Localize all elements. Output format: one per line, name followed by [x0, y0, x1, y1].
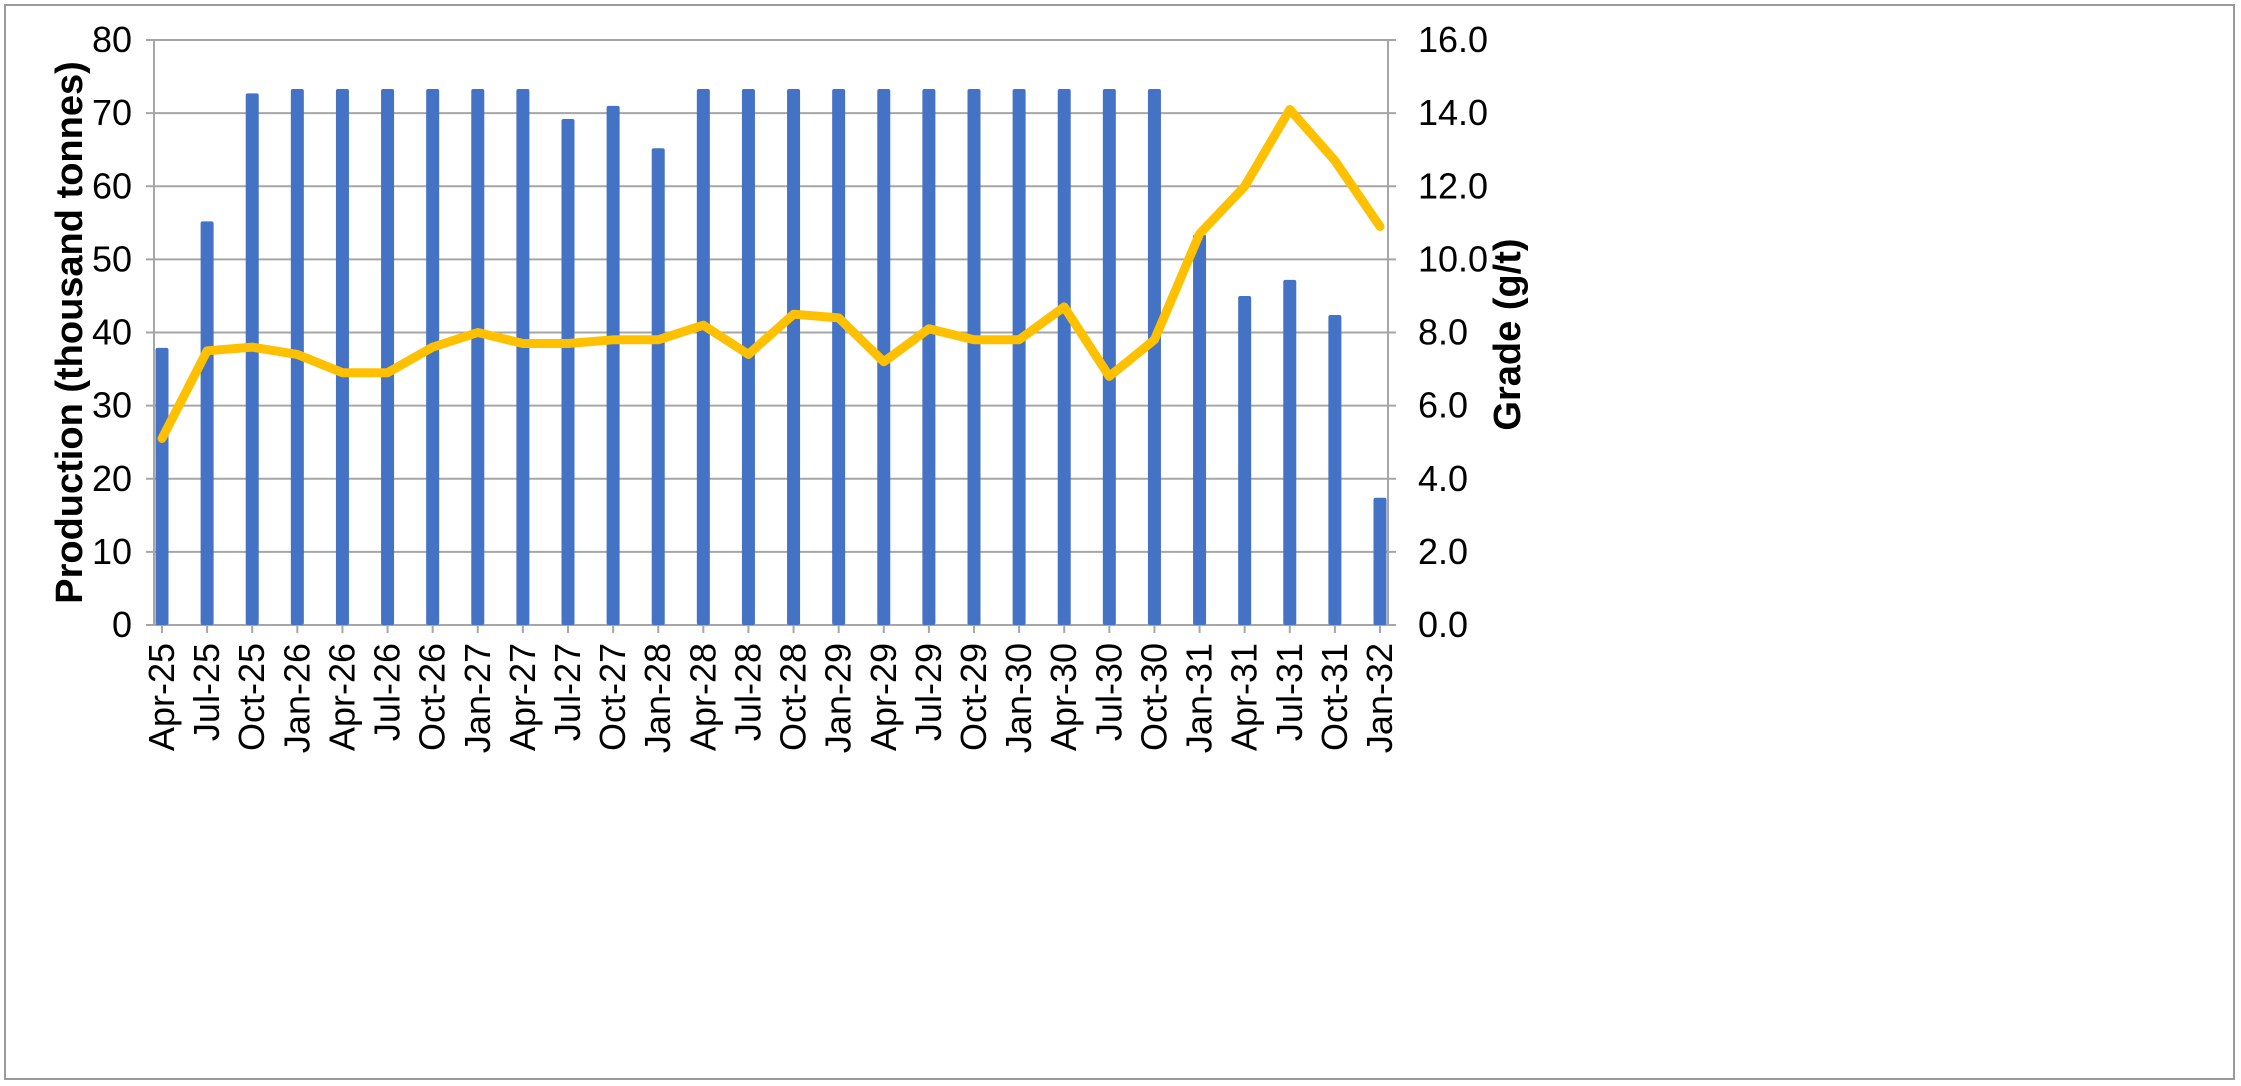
x-tick-label: Jan-28: [637, 643, 678, 753]
x-tick-label: Oct-26: [412, 643, 453, 751]
x-tick-label: Jan-26: [276, 643, 317, 753]
left-tick-label: 10: [92, 531, 132, 572]
production-bar: [832, 88, 846, 625]
x-tick-label: Jan-29: [818, 643, 859, 753]
production-bar: [471, 88, 485, 625]
production-bar: [922, 88, 936, 625]
production-bar: [335, 88, 349, 625]
x-tick-label: Jul-28: [727, 643, 768, 741]
left-tick-label: 0: [112, 604, 132, 645]
production-bar: [381, 88, 395, 625]
x-axis-ticks: Apr-25 Jul-25 Oct-25 Jan-26 Apr-26 Jul-26 Oct-…: [141, 643, 1400, 753]
production-bar: [1328, 314, 1342, 625]
right-tick-label: 4.0: [1418, 458, 1468, 499]
production-bar: [1147, 88, 1161, 625]
production-bar: [1193, 234, 1207, 625]
x-tick-label: Oct-25: [231, 643, 272, 751]
left-axis-ticks: 0 10 20 30 40 50 60 70 80: [92, 19, 132, 645]
x-tick-label: Jul-30: [1088, 643, 1129, 741]
production-bar: [1373, 497, 1387, 625]
left-tick-label: 30: [92, 385, 132, 426]
production-bar: [651, 148, 665, 625]
x-tick-label: Apr-31: [1224, 643, 1265, 751]
x-tick-label: Oct-31: [1314, 643, 1355, 751]
x-tick-label: Jan-32: [1359, 643, 1400, 753]
x-tick-label: Jul-26: [367, 643, 408, 741]
x-tick-label: Apr-26: [321, 643, 362, 751]
right-tick-label: 8.0: [1418, 312, 1468, 353]
left-tick-label: 70: [92, 92, 132, 133]
x-tick-label: Apr-29: [863, 643, 904, 751]
x-tick-label: Jul-31: [1269, 643, 1310, 741]
x-tick-label: Apr-27: [502, 643, 543, 751]
grade-series-line: [157, 105, 1385, 443]
left-tick-label: 60: [92, 165, 132, 206]
production-bar: [696, 88, 710, 625]
right-tick-label: 6.0: [1418, 385, 1468, 426]
x-tick-label: Jul-25: [186, 643, 227, 741]
left-tick-label: 40: [92, 312, 132, 353]
right-tick-label: 0.0: [1418, 604, 1468, 645]
right-tick-label: 14.0: [1418, 92, 1488, 133]
x-tick-label: Jul-29: [908, 643, 949, 741]
production-bar: [200, 221, 214, 625]
production-bar: [1012, 88, 1026, 625]
production-bar: [787, 88, 801, 625]
x-tick-label: Apr-28: [682, 643, 723, 751]
combo-chart: 0 10 20 30 40 50 60 70 80 0.0 2.0 4.0 6.0 8.0 10.0 12.…: [49, 19, 1529, 753]
production-bar: [1057, 88, 1071, 625]
x-tick-label: Apr-30: [1043, 643, 1084, 751]
x-tick-label: Jan-30: [998, 643, 1039, 753]
x-tick-label: Oct-27: [592, 643, 633, 751]
right-tick-label: 12.0: [1418, 165, 1488, 206]
production-bar: [606, 105, 620, 625]
right-axis-ticks: 0.0 2.0 4.0 6.0 8.0 10.0 12.0 14.0 16.0: [1418, 19, 1488, 645]
left-tick-label: 80: [92, 19, 132, 60]
production-bar: [155, 347, 169, 625]
x-tick-label: Jan-27: [457, 643, 498, 753]
production-bar: [245, 93, 259, 626]
production-bar: [1283, 279, 1297, 625]
x-tick-label: Jul-27: [547, 643, 588, 741]
chart-frame: 0 10 20 30 40 50 60 70 80 0.0 2.0 4.0 6.0 8.0 10.0 12.…: [4, 4, 2235, 1080]
x-tick-label: Oct-30: [1133, 643, 1174, 751]
left-tick-label: 20: [92, 458, 132, 499]
left-axis-title: Production (thousand tonnes): [49, 61, 91, 604]
right-tick-label: 10.0: [1418, 238, 1488, 279]
x-tick-label: Jan-31: [1179, 643, 1220, 753]
production-bar: [967, 88, 981, 625]
production-bars: [155, 88, 1387, 626]
production-bar: [426, 88, 440, 625]
x-tick-label: Apr-25: [141, 643, 182, 751]
grade-line: [157, 105, 1385, 443]
production-bar: [1102, 88, 1116, 625]
x-tick-label: Oct-28: [773, 643, 814, 751]
right-tick-label: 16.0: [1418, 19, 1488, 60]
right-axis-title: Grade (g/t): [1487, 238, 1529, 430]
production-bar: [561, 118, 575, 625]
right-tick-label: 2.0: [1418, 531, 1468, 572]
production-bar: [516, 88, 530, 625]
production-bar: [1238, 295, 1252, 625]
left-tick-label: 50: [92, 238, 132, 279]
x-tick-label: Oct-29: [953, 643, 994, 751]
